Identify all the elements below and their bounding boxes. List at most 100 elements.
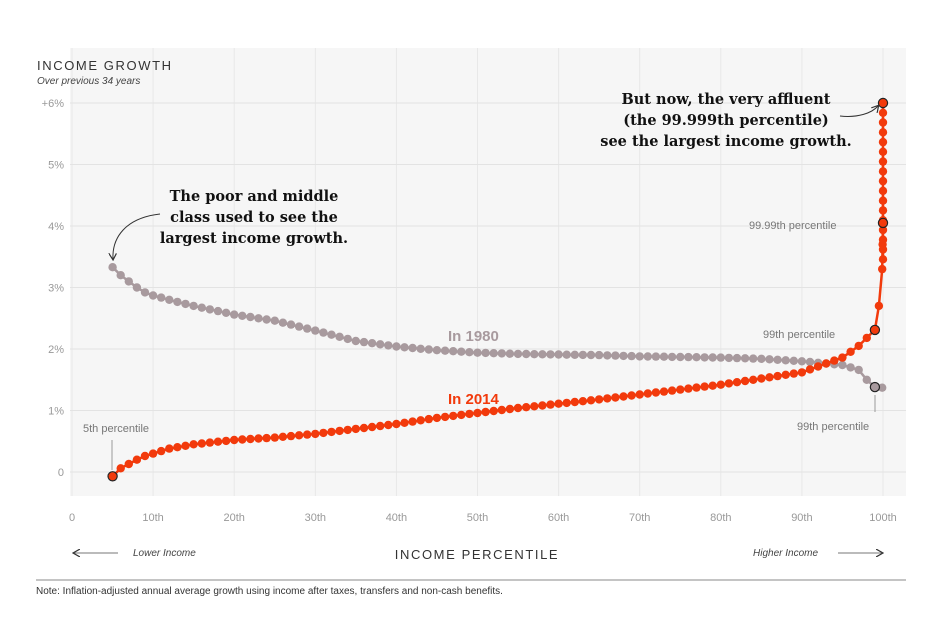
highlight-99th-percentile-2014: [869, 324, 881, 336]
series-1980-point: [635, 352, 644, 361]
series-2014-point: [878, 186, 888, 196]
svg-text:(the 99.999th percentile): (the 99.999th percentile): [623, 112, 829, 129]
series-1980-point: [692, 353, 701, 362]
x-tick-label: 0: [69, 512, 75, 524]
series-2014-point: [708, 381, 717, 390]
series-2014-point: [278, 432, 288, 441]
series-1980-point: [473, 348, 482, 357]
series-1980-point: [578, 350, 588, 360]
highlight-5th-percentile: [107, 471, 118, 482]
series-1980-point: [611, 351, 620, 360]
series-1980-point: [773, 355, 782, 364]
series-1980-point: [343, 334, 352, 344]
series-1980-point: [457, 347, 466, 356]
series-2014-point: [716, 380, 725, 389]
x-axis-ticks: 0 10th 20th 30th 40th 50th 60th 70th 80th 90th 100…: [69, 512, 897, 524]
svg-text:The poor and middle: The poor and middle: [170, 188, 339, 205]
series-1980-point: [530, 350, 539, 359]
series-1980-point: [789, 356, 798, 365]
series-2014-point: [878, 167, 888, 176]
series-1980-point: [765, 355, 774, 364]
annotation-99th-percentile-2014: 99th percentile: [763, 329, 835, 341]
series-1980-point: [870, 382, 880, 392]
series-1980-point: [367, 339, 377, 348]
series-1980-point: [148, 291, 158, 300]
series-1980-point: [757, 354, 766, 363]
series-2014-point: [651, 388, 661, 397]
series-2014-point: [424, 414, 433, 424]
x-tick-label: 100th: [869, 512, 897, 524]
series-1980-point: [586, 350, 596, 360]
series-2014-point: [878, 264, 887, 274]
series-2014-point: [262, 433, 271, 443]
series-2014-point: [878, 108, 888, 118]
series-2014-point: [874, 301, 884, 311]
label-lower-income: Lower Income: [133, 548, 196, 559]
series-2014-point: [878, 137, 888, 147]
income-growth-chart: 0 1% 2% 3% 4% 5% +6% 0 10th 20th 30th 40th 50th 60th…: [36, 48, 906, 581]
series-2014-point: [692, 383, 701, 392]
series-2014-point: [132, 455, 142, 464]
chart-subtitle: Over previous 34 years: [37, 76, 140, 87]
series-2014-point: [878, 225, 888, 235]
series-1980-point: [838, 360, 847, 370]
series-1980-point: [497, 349, 506, 358]
arrow-to-1980-low: [113, 213, 161, 259]
series-1980-point: [805, 357, 815, 367]
svg-text:see the largest income growth.: see the largest income growth.: [600, 133, 851, 150]
series-2014-point: [570, 397, 579, 407]
series-2014-point: [878, 128, 888, 137]
series-1980-point: [416, 344, 425, 353]
series-1980-point: [440, 346, 450, 355]
series-2014-point: [578, 397, 588, 406]
series-1980-point: [862, 375, 871, 384]
series-1980-point: [554, 350, 563, 359]
series-1980-point: [238, 311, 247, 320]
series-2014-point: [432, 413, 442, 423]
annotation-5th-percentile: 5th percentile: [83, 423, 149, 435]
series-1980-point: [797, 357, 807, 366]
series-2014-point: [140, 451, 150, 461]
series-2014-point: [416, 416, 425, 425]
series-2014-point: [246, 434, 255, 444]
plot-background: [70, 48, 906, 496]
series-2014-point: [789, 369, 798, 378]
series-2014-point: [684, 384, 693, 393]
x-tick-label: 10th: [142, 512, 163, 524]
series-2014-point: [359, 423, 369, 433]
series-1980-point: [546, 350, 555, 359]
series-1980-point: [538, 350, 547, 359]
x-tick-label: 30th: [305, 512, 326, 524]
series-2014-point: [408, 417, 417, 426]
series-2014-point: [765, 373, 774, 382]
series-2014-point: [878, 216, 888, 225]
series-1980-point: [392, 342, 401, 351]
series-1980-point: [781, 356, 790, 365]
series-2014-point: [773, 371, 782, 381]
series-2014-point: [384, 420, 393, 430]
series-1980-point: [481, 348, 490, 358]
series-2014-point: [635, 390, 644, 399]
series-1980-point: [108, 263, 117, 272]
series-1980-point: [319, 328, 328, 337]
series-2014-point: [148, 449, 158, 458]
series-1980-point: [132, 283, 142, 292]
series-2014-point: [238, 435, 247, 444]
series-2014-point: [254, 434, 263, 443]
series-1980-point: [124, 277, 133, 286]
series-1980-point: [303, 324, 312, 333]
x-tick-label: 40th: [386, 512, 407, 524]
series-1980-point: [359, 337, 369, 347]
annotation-99-99th-percentile: 99.99th percentile: [749, 220, 836, 232]
series-2014-point: [700, 382, 709, 391]
series-2014-point: [797, 368, 807, 377]
series-1980-point: [740, 354, 750, 363]
x-axis-title: INCOME PERCENTILE: [395, 547, 559, 562]
series-1980-point: [173, 297, 182, 307]
series-2014-point: [594, 395, 604, 404]
series-1980-point: [278, 318, 288, 327]
series-label-2014: In 2014: [448, 391, 500, 408]
series-1980-point: [376, 340, 385, 349]
series-2014-point: [805, 365, 815, 374]
series-1980-point: [749, 354, 758, 363]
